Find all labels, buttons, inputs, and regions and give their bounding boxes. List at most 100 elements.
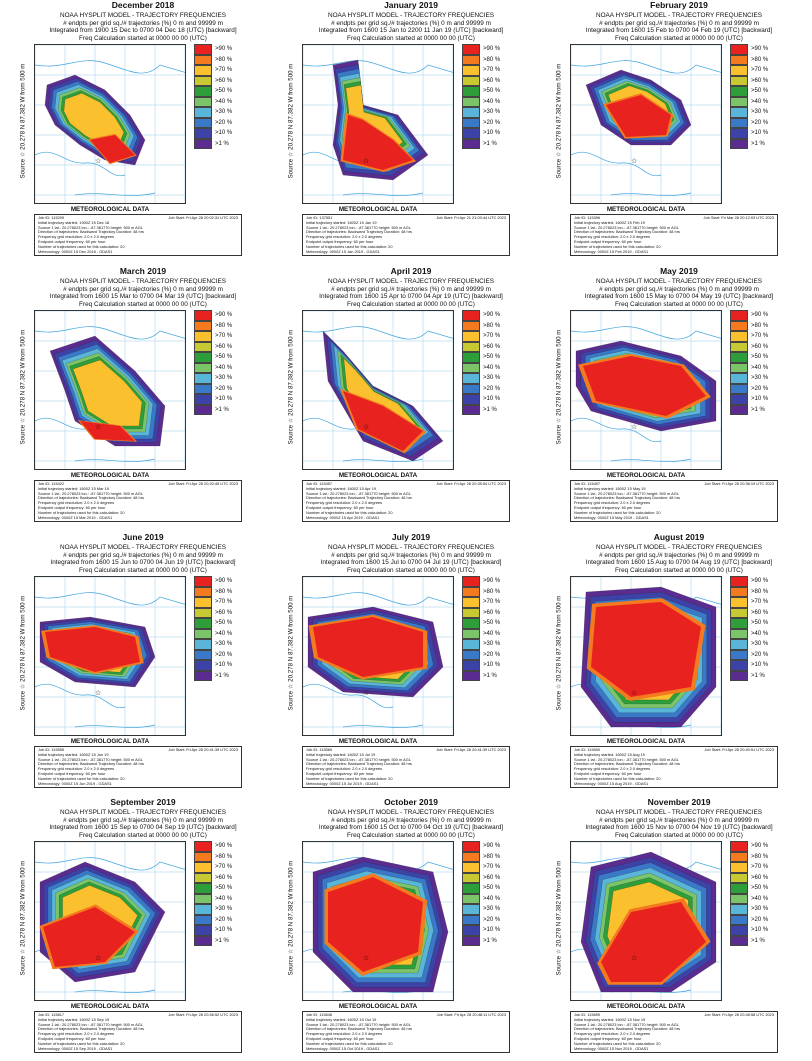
panel-month-title: September 2019 [110,797,176,807]
legend-label: >70 % [751,599,769,606]
map-panel: May 2019 NOAA HYSPLIT MODEL - TRAJECTORY … [548,266,810,528]
legend-entry: >50 % [462,86,518,97]
legend-label: >1 % [751,937,765,944]
map-panel: April 2019 NOAA HYSPLIT MODEL - TRAJECTOR… [280,266,542,528]
legend-swatch [730,851,748,862]
initial-trajectory: Initial trajectory started: 1600Z 15 Jul… [306,751,376,757]
legend-swatch [462,670,480,681]
legend-entry: >80 % [194,320,250,331]
legend-label: >80 % [215,853,233,860]
job-id: Job ID: 115457 [306,481,333,486]
legend-label: >1 % [215,140,229,147]
legend-swatch [730,310,748,321]
job-info-common: Source 1 lat.: 20.278023 lon.: -87.38177… [38,490,144,515]
legend-label: >30 % [751,375,769,382]
legend-entry: >1 % [462,935,518,946]
initial-trajectory: Initial trajectory started: 1600Z 15 Sep… [38,1016,110,1022]
legend-label: >30 % [215,109,233,116]
legend-entry: >10 % [462,394,518,405]
job-info-common: Source 1 lat.: 20.278023 lon.: -87.38177… [38,756,144,781]
legend-label: >40 % [483,98,501,105]
job-info-box: Job ID: 115457 Job Start: Fri Apr 28 20:3… [302,480,510,523]
legend-label: >10 % [483,130,501,137]
meteorological-data-label: METEOROLOGICAL DATA [70,738,150,745]
legend-entry: >20 % [462,914,518,925]
coastline [35,60,185,196]
frequency-legend: >90 % >80 % >70 % >60 % >50 % >40 % >30 % >20 %… [462,841,518,946]
header-title: NOAA HYSPLIT MODEL - TRAJECTORY FREQUENC… [327,544,495,551]
header-endpoints: # endpts per grid sq./# trajectories (%)… [599,19,759,27]
legend-swatch [462,914,480,925]
map-panel: October 2019 NOAA HYSPLIT MODEL - TRAJECT… [280,797,542,1059]
legend-label: >10 % [751,927,769,934]
legend-swatch [462,320,480,331]
meteorological-data-label: METEOROLOGICAL DATA [606,1003,686,1010]
job-info-row: Job ID: 115422 Job Start: Fri Apr 28 20:2… [38,481,238,487]
legend-entry: >1 % [730,404,786,415]
source-star-icon: ☆ [631,157,637,165]
header-freq-start: Freq Calculation started at 0000 00 00 (… [79,831,207,839]
meteorology-source: Meteorology: 0000Z 15 Mar 2019 - GDAS1 [38,514,113,520]
meteorological-data-label: METEOROLOGICAL DATA [606,738,686,745]
legend-label: >1 % [215,406,229,413]
legend-swatch [730,607,748,618]
header-freq-start: Freq Calculation started at 0000 00 00 (… [347,566,475,574]
legend-label: >50 % [483,354,501,361]
legend-entry: >40 % [194,628,250,639]
legend-swatch [194,862,212,873]
legend-swatch [730,904,748,915]
job-info-row: Job ID: 115659 Job Start: Fri Apr 28 20:4… [574,1012,774,1018]
legend-label: >40 % [751,630,769,637]
legend-label: >70 % [483,67,501,74]
meteorological-data-label: METEOROLOGICAL DATA [70,1003,150,1010]
model-header: NOAA HYSPLIT MODEL - TRAJECTORY FREQUENC… [12,809,274,839]
legend-entry: >30 % [462,373,518,384]
header-endpoints: # endpts per grid sq./# trajectories (%)… [63,816,223,824]
legend-label: >90 % [215,46,233,53]
legend-entry: >60 % [462,872,518,883]
model-header: NOAA HYSPLIT MODEL - TRAJECTORY FREQUENC… [548,544,810,574]
legend-swatch [730,649,748,660]
job-info-common: Source 1 lat.: 20.278023 lon.: -87.38177… [574,490,680,515]
legend-swatch [194,128,212,139]
header-integrated: Integrated from 1600 15 Apr to 0700 04 A… [319,293,503,301]
source-location-text: Source ☆ 20.278 N 87.382 W from 500 m [555,860,563,976]
panel-month-title: December 2018 [111,0,175,10]
legend-swatch [730,862,748,873]
frequency-map: ☆ [302,44,454,204]
frequency-core [328,877,423,972]
job-info-box: Job ID: 115646 Job Start: Fri Apr 28 20:4… [302,1011,510,1054]
legend-swatch [194,904,212,915]
legend-swatch [462,117,480,128]
legend-entry: >80 % [462,320,518,331]
legend-entry: >60 % [194,607,250,618]
legend-entry: >20 % [462,649,518,660]
legend-label: >60 % [215,77,233,84]
legend-swatch [462,893,480,904]
header-integrated: Integrated from 1600 15 May to 0700 04 M… [584,293,774,301]
job-start: Job Start: Fri Mar 28 20:12:03 UTC 2023 [703,215,775,220]
legend-entry: >90 % [194,310,250,321]
header-title: NOAA HYSPLIT MODEL - TRAJECTORY FREQUENC… [595,12,763,19]
legend-label: >10 % [215,927,233,934]
legend-label: >30 % [751,641,769,648]
legend-entry: >40 % [730,628,786,639]
legend-swatch [462,383,480,394]
legend-label: >40 % [483,364,501,371]
frequency-core [90,135,135,163]
header-title: NOAA HYSPLIT MODEL - TRAJECTORY FREQUENC… [59,544,227,551]
legend-entry: >40 % [194,96,250,107]
initial-trajectory: Initial trajectory started: 1600Z 15 Oct… [306,1016,377,1022]
job-info-row: Job ID: 115590 Job Start: Fri Apr 28 20:4… [574,747,774,753]
frequency-legend: >90 % >80 % >70 % >60 % >50 % >40 % >30 % >20 %… [730,576,786,681]
legend-label: >20 % [751,651,769,658]
legend-label: >80 % [215,588,233,595]
initial-trajectory: Initial trajectory started: 1600Z 15 Aug… [574,751,645,757]
legend-entry: >50 % [462,618,518,629]
legend-label: >40 % [751,895,769,902]
legend-label: >20 % [483,119,501,126]
legend-entry: >1 % [462,138,518,149]
legend-entry: >90 % [730,576,786,587]
header-endpoints: # endpts per grid sq./# trajectories (%)… [63,551,223,559]
model-header: NOAA HYSPLIT MODEL - TRAJECTORY FREQUENC… [12,544,274,574]
